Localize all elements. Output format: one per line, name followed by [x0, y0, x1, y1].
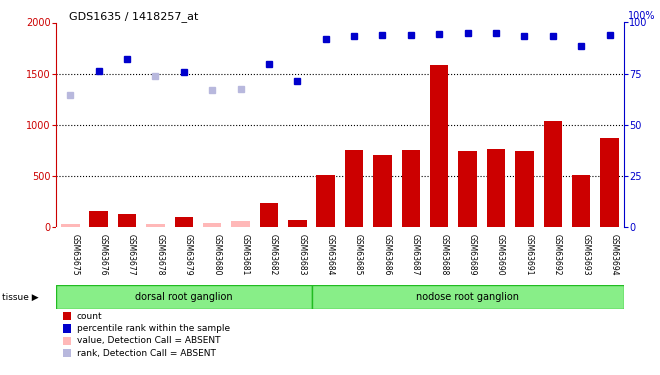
Bar — [312, 285, 624, 309]
Text: GSM63689: GSM63689 — [467, 234, 477, 275]
Text: GSM63683: GSM63683 — [297, 234, 306, 275]
Text: 100%: 100% — [628, 11, 655, 21]
Bar — [374, 155, 391, 227]
Bar — [288, 220, 306, 227]
Bar — [90, 210, 108, 227]
Text: dorsal root ganglion: dorsal root ganglion — [135, 292, 232, 302]
Text: GSM63676: GSM63676 — [99, 234, 108, 275]
Bar — [402, 150, 420, 227]
Text: GSM63690: GSM63690 — [496, 234, 505, 275]
Bar — [260, 203, 278, 227]
Text: GSM63678: GSM63678 — [155, 234, 164, 275]
Bar — [203, 223, 221, 227]
Text: GSM63686: GSM63686 — [382, 234, 391, 275]
Text: nodose root ganglion: nodose root ganglion — [416, 292, 519, 302]
Bar — [430, 65, 448, 227]
Text: GSM63688: GSM63688 — [439, 234, 448, 275]
Text: GDS1635 / 1418257_at: GDS1635 / 1418257_at — [69, 11, 199, 22]
Text: GSM63681: GSM63681 — [240, 234, 249, 275]
Text: GSM63693: GSM63693 — [581, 234, 590, 275]
Bar — [487, 149, 505, 227]
Text: GSM63675: GSM63675 — [70, 234, 79, 275]
Text: GSM63687: GSM63687 — [411, 234, 420, 275]
Text: GSM63692: GSM63692 — [552, 234, 562, 275]
Bar — [232, 221, 249, 227]
Text: tissue ▶: tissue ▶ — [2, 292, 38, 302]
Bar — [118, 214, 136, 227]
Text: value, Detection Call = ABSENT: value, Detection Call = ABSENT — [77, 336, 220, 345]
Bar — [56, 285, 312, 309]
Text: GSM63680: GSM63680 — [212, 234, 221, 275]
Bar — [345, 150, 363, 227]
Text: percentile rank within the sample: percentile rank within the sample — [77, 324, 230, 333]
Text: GSM63677: GSM63677 — [127, 234, 136, 275]
Text: count: count — [77, 312, 102, 321]
Bar — [601, 138, 618, 227]
Text: rank, Detection Call = ABSENT: rank, Detection Call = ABSENT — [77, 349, 215, 358]
Bar — [515, 151, 533, 227]
Text: GSM63679: GSM63679 — [183, 234, 193, 275]
Text: GSM63694: GSM63694 — [609, 234, 618, 275]
Text: GSM63684: GSM63684 — [325, 234, 335, 275]
Bar — [61, 224, 79, 227]
Bar — [459, 151, 477, 227]
Bar — [544, 121, 562, 227]
Bar — [572, 175, 590, 227]
Text: GSM63685: GSM63685 — [354, 234, 363, 275]
Bar — [317, 175, 335, 227]
Text: GSM63682: GSM63682 — [269, 234, 278, 275]
Text: GSM63691: GSM63691 — [524, 234, 533, 275]
Bar — [175, 217, 193, 227]
Bar — [147, 224, 164, 227]
